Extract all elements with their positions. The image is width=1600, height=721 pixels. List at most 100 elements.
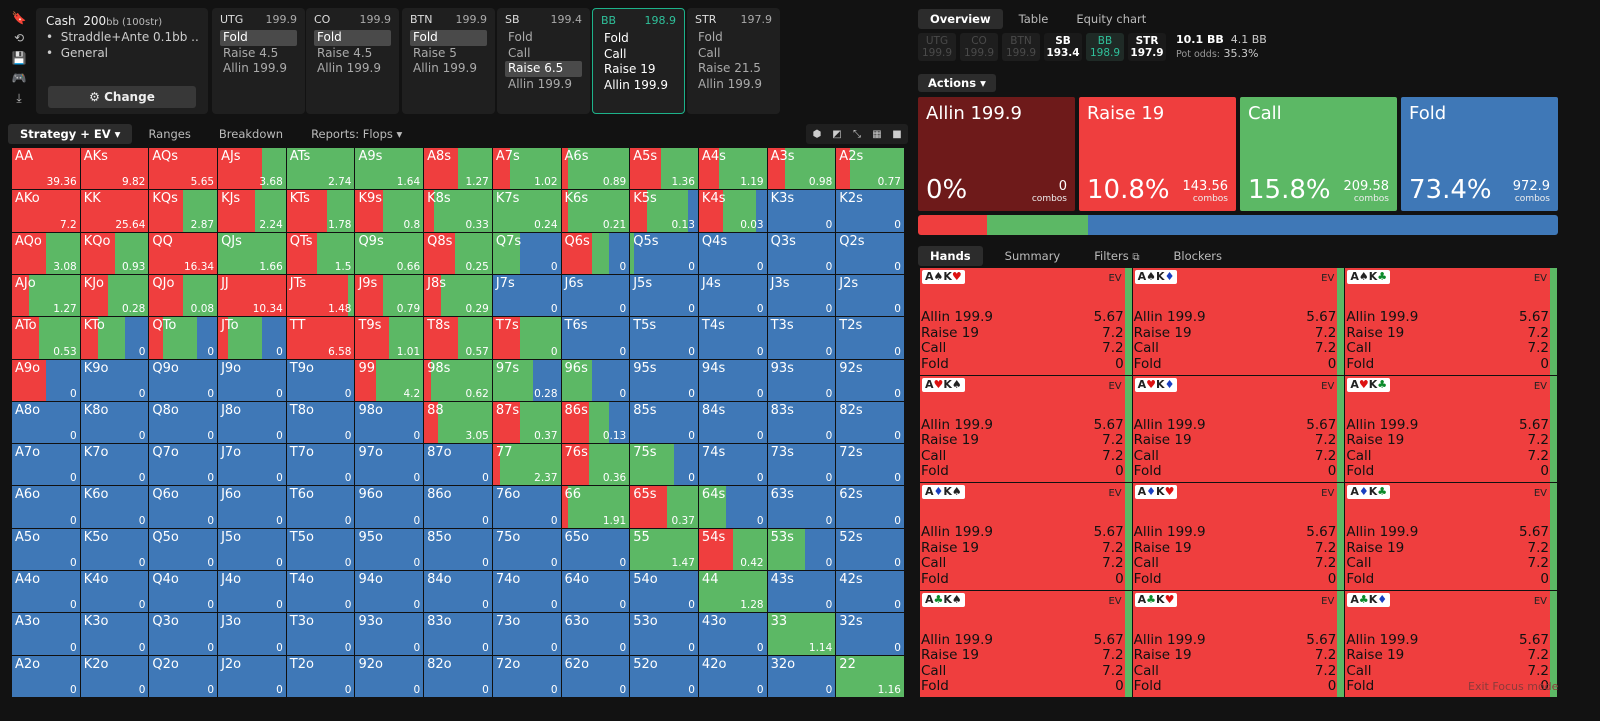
matrix-cell[interactable]: 88 3.05	[424, 401, 492, 444]
tab-overview[interactable]: Overview	[918, 9, 1003, 29]
hand-combo-card[interactable]: A♣K♠ EV Allin 199.9 5.67 Raise 19 7.2 Call 7.2 F…	[920, 590, 1132, 697]
tab-summary[interactable]: Summary	[1004, 249, 1061, 263]
position-action[interactable]: Call	[508, 45, 531, 60]
matrix-cell[interactable]: 52s 0	[836, 528, 904, 571]
matrix-cell[interactable]: Q2o 0	[149, 655, 218, 697]
matrix-cell[interactable]: 95o 0	[355, 528, 424, 571]
matrix-cell[interactable]: 85o 0	[424, 528, 492, 571]
matrix-cell[interactable]: A5s 1.36	[630, 148, 698, 190]
matrix-cell[interactable]: 55 1.47	[630, 528, 698, 571]
matrix-cell[interactable]: KQs 2.87	[149, 190, 218, 232]
matrix-cell[interactable]: K9o 0	[80, 359, 149, 401]
matrix-cell[interactable]: J9s 0.79	[355, 274, 424, 317]
matrix-cell[interactable]: AJs 3.68	[218, 148, 286, 190]
matrix-cell[interactable]: JTo 0	[218, 317, 286, 359]
matrix-cell[interactable]: K7s 0.24	[492, 190, 561, 232]
matrix-cell[interactable]: AA 39.36	[12, 148, 80, 190]
position-co[interactable]: CO 199.9 Fold Raise 4.5 Allin 199.9	[306, 8, 399, 114]
matrix-cell[interactable]: 84s 0	[698, 401, 767, 444]
matrix-cell[interactable]: KJs 2.24	[218, 190, 286, 232]
tab-table[interactable]: Table	[1018, 12, 1049, 26]
matrix-cell[interactable]: 52o 0	[630, 655, 698, 697]
matrix-cell[interactable]: ATo 0.53	[12, 317, 80, 359]
matrix-cell[interactable]: QQ 16.34	[149, 232, 218, 274]
position-utg[interactable]: UTG 199.9 Fold Raise 4.5 Allin 199.9	[212, 8, 305, 114]
position-action[interactable]: Raise 4.5	[317, 45, 373, 60]
matrix-cell[interactable]: K2s 0	[836, 190, 904, 232]
position-action[interactable]: Raise 4.5	[223, 45, 279, 60]
cube-icon[interactable]: ⬢	[812, 128, 822, 140]
matrix-cell[interactable]: 94s 0	[698, 359, 767, 401]
matrix-cell[interactable]: 93o 0	[355, 613, 424, 655]
contrast-icon[interactable]: ◩	[832, 128, 842, 140]
position-action[interactable]: Fold	[508, 30, 533, 44]
exit-focus-link[interactable]: Exit Focus mode	[1468, 680, 1559, 693]
matrix-cell[interactable]: A7o 0	[12, 444, 80, 486]
matrix-cell[interactable]: J5o 0	[218, 528, 286, 571]
position-action[interactable]: Allin 199.9	[604, 77, 668, 92]
matrix-cell[interactable]: Q4o 0	[149, 571, 218, 613]
actions-header[interactable]: Actions ▾	[918, 74, 1000, 94]
position-action[interactable]: Raise 19	[604, 62, 656, 76]
matrix-cell[interactable]: K6s 0.21	[561, 190, 630, 232]
matrix-cell[interactable]: 32o 0	[767, 655, 836, 697]
matrix-cell[interactable]: K3s 0	[767, 190, 836, 232]
position-action[interactable]: Allin 199.9	[317, 61, 381, 75]
matrix-cell[interactable]: J4s 0	[698, 274, 767, 317]
matrix-cell[interactable]: 63s 0	[767, 486, 836, 528]
matrix-cell[interactable]: 87s 0.37	[492, 401, 561, 444]
tab-reports-flops[interactable]: Reports: Flops ▾	[311, 127, 403, 141]
matrix-cell[interactable]: K8s 0.33	[424, 190, 492, 232]
matrix-cell[interactable]: ATs 2.74	[286, 148, 355, 190]
matrix-cell[interactable]: K5s 0.13	[630, 190, 698, 232]
matrix-cell[interactable]: K7o 0	[80, 444, 149, 486]
matrix-cell[interactable]: Q5o 0	[149, 528, 218, 571]
hand-combo-card[interactable]: A♠K♣ EV Allin 199.9 5.67 Raise 19 7.2 Call 7.2 F…	[1345, 268, 1557, 375]
matrix-cell[interactable]: K2o 0	[80, 655, 149, 697]
action-card-raise[interactable]: Raise 19 10.8% 143.56 combos	[1079, 97, 1236, 211]
matrix-cell[interactable]: Q8s 0.25	[424, 232, 492, 274]
matrix-cell[interactable]: A6s 0.89	[561, 148, 630, 190]
position-action[interactable]: Allin 199.9	[223, 61, 287, 75]
matrix-cell[interactable]: 86o 0	[424, 486, 492, 528]
matrix-cell[interactable]: T8o 0	[286, 401, 355, 444]
matrix-cell[interactable]: T5s 0	[630, 317, 698, 359]
matrix-cell[interactable]: J5s 0	[630, 274, 698, 317]
position-action[interactable]: Call	[698, 45, 721, 60]
matrix-cell[interactable]: 65o 0	[561, 528, 630, 571]
matrix-cell[interactable]: KQo 0.93	[80, 232, 149, 274]
matrix-cell[interactable]: A8o 0	[12, 401, 80, 444]
position-action[interactable]: Fold	[698, 30, 723, 44]
matrix-cell[interactable]: 83o 0	[424, 613, 492, 655]
matrix-cell[interactable]: Q8o 0	[149, 401, 218, 444]
matrix-cell[interactable]: 82s 0	[836, 401, 904, 444]
matrix-cell[interactable]: T4o 0	[286, 571, 355, 613]
position-chip-utg[interactable]: UTG 199.9	[918, 33, 956, 61]
matrix-cell[interactable]: AQs 5.65	[149, 148, 218, 190]
matrix-cell[interactable]: J8o 0	[218, 401, 286, 444]
matrix-cell[interactable]: QJs 1.66	[218, 232, 286, 274]
export-icon[interactable]: ⤓	[16, 90, 22, 105]
matrix-cell[interactable]: K8o 0	[80, 401, 149, 444]
matrix-cell[interactable]: 72s 0	[836, 444, 904, 486]
matrix-cell[interactable]: Q2s 0	[836, 232, 904, 274]
matrix-cell[interactable]: Q6o 0	[149, 486, 218, 528]
matrix-cell[interactable]: 76o 0	[492, 486, 561, 528]
matrix-cell[interactable]: K4o 0	[80, 571, 149, 613]
matrix-cell[interactable]: 22 1.16	[836, 655, 904, 697]
matrix-cell[interactable]: KTs 1.78	[286, 190, 355, 232]
matrix-cell[interactable]: J7o 0	[218, 444, 286, 486]
matrix-cell[interactable]: A4o 0	[12, 571, 80, 613]
matrix-cell[interactable]: 92s 0	[836, 359, 904, 401]
position-chip-btn[interactable]: BTN 199.9	[1002, 33, 1040, 61]
matrix-cell[interactable]: K4s 0.03	[698, 190, 767, 232]
matrix-cell[interactable]: 76s 0.36	[561, 444, 630, 486]
position-action[interactable]: Fold	[314, 30, 391, 46]
matrix-cell[interactable]: 97o 0	[355, 444, 424, 486]
matrix-cell[interactable]: T3s 0	[767, 317, 836, 359]
position-sb[interactable]: SB 199.4 Fold Call Raise 6.5 Allin 199.9	[497, 8, 590, 114]
hand-combo-card[interactable]: A♥K♦ EV Allin 199.9 5.67 Raise 19 7.2 Call 7.2 F…	[1132, 375, 1345, 482]
matrix-cell[interactable]: 75s 0	[630, 444, 698, 486]
position-action[interactable]: Raise 6.5	[505, 61, 582, 77]
matrix-cell[interactable]: Q9s 0.66	[355, 232, 424, 274]
